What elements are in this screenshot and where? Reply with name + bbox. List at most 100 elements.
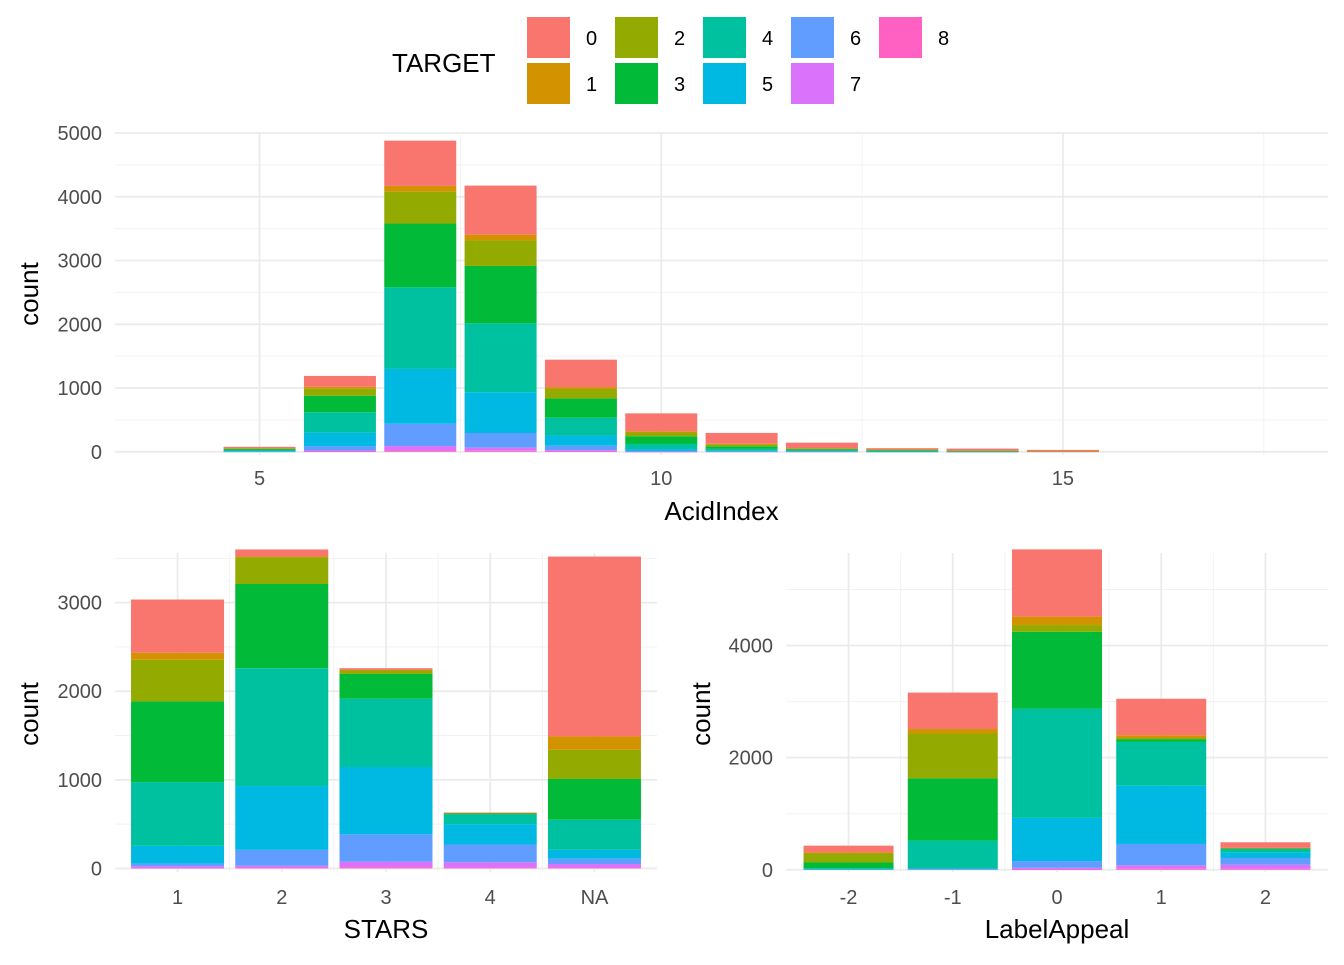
legend: TARGET 0 1 2 3 4 5 6 7 8 xyxy=(392,17,949,104)
bar-segment-10-target-3 xyxy=(625,436,698,444)
bar-segment-6-target-5 xyxy=(303,432,376,447)
x-tick-labels: 5 10 15 xyxy=(254,468,1074,490)
bar-segment-5-target-4 xyxy=(223,450,296,452)
bar-segment-13-target-1 xyxy=(866,449,939,451)
y-tick-labels: 0 1000 2000 3000 xyxy=(58,593,103,881)
x-tick-label: 2 xyxy=(1260,887,1271,909)
bar-segment-5-target-0 xyxy=(223,446,296,449)
bar-segment-1-target-1 xyxy=(1116,735,1207,739)
bar-segment-13-target-0 xyxy=(866,448,939,450)
bar-segment-10-target-2 xyxy=(625,432,698,437)
bars xyxy=(223,140,1099,453)
legend-label-4: 4 xyxy=(762,28,773,50)
bar-segment-1-target-5 xyxy=(131,845,225,864)
bar-segment-NA-target-7 xyxy=(547,864,641,868)
legend-label-0: 0 xyxy=(586,28,597,50)
acidindex-panel: 0 1000 2000 3000 4000 5000 5 10 15 AcidIndex count xyxy=(14,123,1328,526)
bar-segment-1-target-0 xyxy=(1116,698,1207,736)
bar-segment-2-target-5 xyxy=(235,786,329,850)
bar-segment-4-target-1 xyxy=(443,812,537,814)
bar-segment-1-target-8 xyxy=(1116,868,1207,870)
bar-segment-6-target-2 xyxy=(303,388,376,396)
bar-segment-NA-target-2 xyxy=(547,749,641,779)
bar-segment-9-target-7 xyxy=(544,450,617,452)
y-axis-title: count xyxy=(14,261,44,325)
bar-segment-6-target-1 xyxy=(303,386,376,389)
bar-segment-1-target-3 xyxy=(1116,739,1207,742)
bar-segment-0-target-8 xyxy=(1012,869,1102,870)
bar-segment--2-target-1 xyxy=(803,852,894,854)
bar-segment-1-target-4 xyxy=(131,782,225,846)
bar-segment-7-target-5 xyxy=(384,368,457,424)
bar-segment-8-target-5 xyxy=(464,392,537,434)
bar-segment-14-target-4 xyxy=(946,451,1019,452)
bar-segment-1-target-7 xyxy=(131,866,225,869)
bar-segment-2-target-0 xyxy=(235,549,329,557)
bar-segment-9-target-5 xyxy=(544,435,617,446)
bar-segment-10-target-0 xyxy=(625,413,698,432)
bar-segment-11-target-4 xyxy=(705,448,778,451)
bar-segment-4-target-7 xyxy=(443,862,537,868)
bar-segment-8-target-2 xyxy=(464,240,537,266)
legend-key-6 xyxy=(791,17,834,58)
bar-segment--2-target-3 xyxy=(803,862,894,869)
bars xyxy=(803,549,1311,870)
bar-segment-3-target-1 xyxy=(339,669,433,671)
bar-segment-NA-target-5 xyxy=(547,849,641,859)
bar-segment-5-target-2 xyxy=(223,448,296,450)
x-tick-label: 15 xyxy=(1052,468,1074,490)
bar-segment-14-target-1 xyxy=(946,450,1019,452)
bar-segment--1-target-5 xyxy=(907,868,998,870)
bar-segment-12-target-1 xyxy=(785,448,858,449)
bar-segment-9-target-8 xyxy=(544,451,617,452)
bar-segment-0-target-4 xyxy=(1012,708,1102,818)
bar-segment-2-target-3 xyxy=(235,584,329,669)
bar-segment-8-target-3 xyxy=(464,265,537,324)
bar-segment-1-target-2 xyxy=(1116,738,1207,740)
bar-segment-2-target-0 xyxy=(1220,842,1311,848)
bar-segment-9-target-0 xyxy=(544,359,617,388)
labelappeal-panel: 0 2000 4000 -2 -1 0 1 2 LabelAppeal count xyxy=(686,549,1328,944)
bar-segment--2-target-5 xyxy=(803,869,894,870)
bar-segment-7-target-8 xyxy=(384,450,457,452)
y-tick-label: 0 xyxy=(762,860,773,882)
bar-segment-1-target-8 xyxy=(131,868,225,869)
legend-title: TARGET xyxy=(392,48,496,78)
x-tick-label: 10 xyxy=(650,468,672,490)
bar-segment--2-target-0 xyxy=(803,845,894,853)
bar-segment-11-target-1 xyxy=(705,443,778,445)
y-tick-label: 3000 xyxy=(58,251,103,273)
bar-segment-3-target-7 xyxy=(339,861,433,868)
bar-segment-10-target-5 xyxy=(625,449,698,451)
bar-segment-1-target-6 xyxy=(1116,843,1207,866)
bar-segment-1-target-0 xyxy=(131,599,225,653)
bar-segment-3-target-6 xyxy=(339,834,433,862)
x-tick-label: 4 xyxy=(485,887,496,909)
bar-segment-6-target-7 xyxy=(303,450,376,452)
bar-segment-2-target-7 xyxy=(1220,864,1311,869)
bar-segment-NA-target-8 xyxy=(547,867,641,869)
y-tick-labels: 0 1000 2000 3000 4000 5000 xyxy=(58,123,103,464)
bar-segment-4-target-5 xyxy=(443,824,537,845)
y-tick-label: 4000 xyxy=(58,187,103,209)
bar-segment-2-target-6 xyxy=(235,849,329,866)
bar-segment-7-target-7 xyxy=(384,446,457,451)
bar-segment-14-target-3 xyxy=(946,451,1019,452)
x-tick-label: 5 xyxy=(254,468,265,490)
bar-segment-NA-target-6 xyxy=(547,858,641,865)
bar-segment-5-target-1 xyxy=(223,448,296,449)
bar-segment--1-target-6 xyxy=(907,869,998,870)
legend-label-8: 8 xyxy=(938,28,949,50)
bar-segment-6-target-8 xyxy=(303,451,376,452)
bar-segment-4-target-3 xyxy=(443,813,537,815)
y-axis-title: count xyxy=(14,681,44,745)
bar-segment-NA-target-0 xyxy=(547,556,641,737)
y-tick-label: 3000 xyxy=(58,593,103,615)
bar-segment-NA-target-1 xyxy=(547,736,641,750)
bar-segment-7-target-4 xyxy=(384,287,457,369)
bar-segment-8-target-6 xyxy=(464,433,537,448)
y-tick-label: 2000 xyxy=(58,314,103,336)
bar-segment-12-target-6 xyxy=(785,451,858,453)
legend-key-5 xyxy=(703,63,746,104)
bar-segment-4-target-0 xyxy=(443,812,537,814)
